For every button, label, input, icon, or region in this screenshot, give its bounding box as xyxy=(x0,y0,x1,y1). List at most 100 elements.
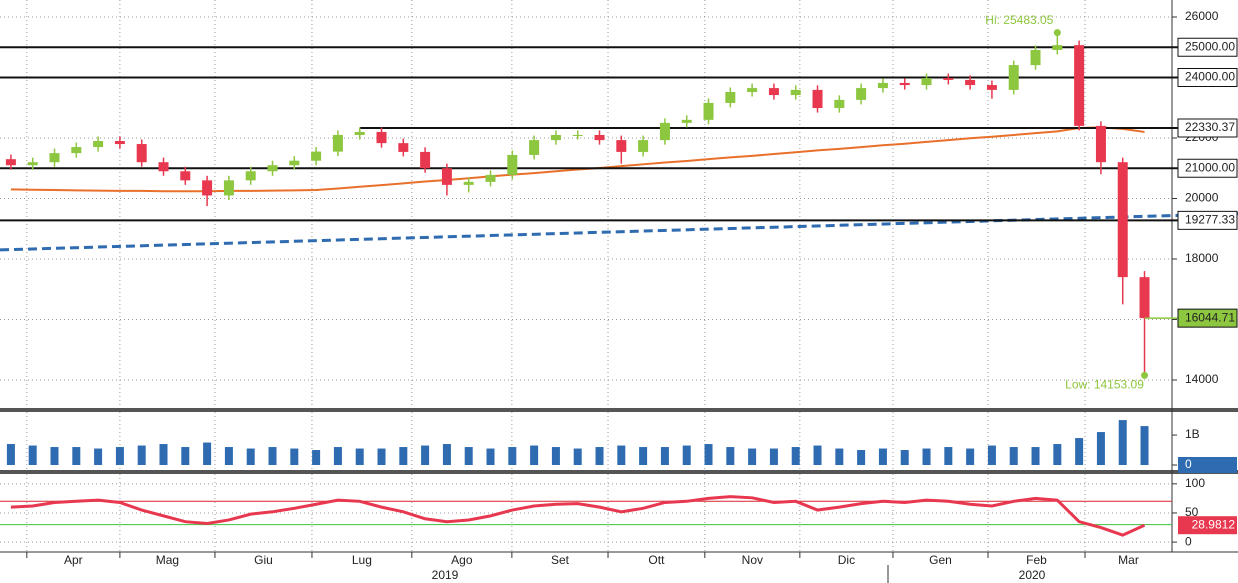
volume-bar xyxy=(966,448,975,465)
candle-body xyxy=(681,119,692,123)
year-label: 2020 xyxy=(1019,568,1046,582)
candle-body xyxy=(507,154,518,175)
volume-bar xyxy=(857,450,866,465)
candle-body xyxy=(71,147,82,154)
x-tick-label: Giu xyxy=(254,553,273,567)
candle-body xyxy=(376,131,387,144)
volume-bar xyxy=(1118,420,1127,465)
candle-body xyxy=(441,168,452,185)
volume-bar xyxy=(486,448,495,465)
y-tick-label: 18000 xyxy=(1185,251,1219,265)
volume-bar xyxy=(355,448,364,465)
candle-body xyxy=(834,99,845,109)
candle-body xyxy=(354,131,365,135)
candle-body xyxy=(965,79,976,86)
candle-body xyxy=(180,171,191,181)
candle-body xyxy=(420,151,431,169)
volume-bar xyxy=(1009,447,1018,465)
panel-divider xyxy=(0,470,1238,474)
volume-bar xyxy=(748,448,757,465)
volume-bar xyxy=(464,447,473,465)
x-tick-label: Nov xyxy=(742,553,763,567)
volume-bar xyxy=(246,448,255,465)
candle-body xyxy=(5,159,16,166)
level-label-box xyxy=(1177,118,1238,138)
volume-bar xyxy=(682,445,691,465)
volume-bar xyxy=(1096,432,1105,465)
volume-bar xyxy=(224,447,233,465)
candle-body xyxy=(158,162,169,172)
volume-bar xyxy=(115,447,124,465)
candle-body xyxy=(572,134,583,136)
candle-body xyxy=(136,144,147,163)
level-label-box xyxy=(1177,158,1238,178)
rsi-last-box xyxy=(1178,516,1237,535)
candle-body xyxy=(1074,45,1085,126)
candle-body xyxy=(616,140,627,152)
volume-bar xyxy=(573,448,582,465)
volume-bar xyxy=(551,447,560,465)
volume-bar xyxy=(595,447,604,465)
candle-body xyxy=(202,180,213,196)
volume-bar xyxy=(922,448,931,465)
volume-bar xyxy=(290,448,299,465)
volume-bar xyxy=(878,448,887,465)
annotation: Hi: 25483.05 xyxy=(985,13,1053,27)
year-label: 2019 xyxy=(432,568,459,582)
volume-bar xyxy=(530,445,539,465)
candle-body xyxy=(899,82,910,86)
candle-body xyxy=(856,88,867,100)
x-tick-label: Gen xyxy=(929,553,952,567)
candle-body xyxy=(986,85,997,90)
candle-body xyxy=(529,140,540,155)
candle-body xyxy=(1117,162,1128,278)
volume-bar xyxy=(987,445,996,465)
x-tick-label: Lug xyxy=(352,553,372,567)
candle-body xyxy=(812,89,823,109)
panel-divider xyxy=(0,408,1238,412)
x-tick-label: Mag xyxy=(156,553,179,567)
x-tick-label: Ott xyxy=(648,553,665,567)
candle-body xyxy=(638,140,649,152)
volume-bar xyxy=(944,447,953,465)
x-tick-label: Set xyxy=(551,553,570,567)
rsi-last-label: 28.9812 xyxy=(1192,517,1236,531)
candle-body xyxy=(27,162,38,166)
volume-bar xyxy=(50,447,59,465)
volume-bar xyxy=(769,448,778,465)
volume-bar xyxy=(421,445,430,465)
candle-body xyxy=(790,89,801,96)
candle-body xyxy=(332,134,343,152)
x-tick-label: Feb xyxy=(1026,553,1047,567)
high-marker xyxy=(1053,29,1061,37)
volume-bar xyxy=(1031,447,1040,465)
volume-bar xyxy=(508,447,517,465)
y-tick-label: 1B xyxy=(1185,427,1200,441)
last-price-label: 16044.71 xyxy=(1185,310,1235,324)
x-tick-label: Ago xyxy=(451,553,473,567)
candle-body xyxy=(943,78,954,80)
level-label: 19277.33 xyxy=(1185,213,1235,227)
volume-bar xyxy=(813,445,822,465)
volume-bar xyxy=(900,450,909,465)
candle-body xyxy=(289,160,300,166)
level-label: 22330.37 xyxy=(1185,120,1235,134)
volume-bar xyxy=(726,447,735,465)
candle-body xyxy=(768,88,779,96)
trend-line xyxy=(0,212,1238,252)
candle-body xyxy=(398,143,409,152)
volume-bar xyxy=(312,450,321,465)
volume-bar xyxy=(1053,444,1062,465)
candle-body xyxy=(311,151,322,161)
candle-body xyxy=(594,134,605,141)
volume-bar xyxy=(181,447,190,465)
volume-bar xyxy=(660,447,669,465)
candle-body xyxy=(659,122,670,141)
candle-body xyxy=(485,174,496,182)
volume-bar xyxy=(203,442,212,465)
level-label-box xyxy=(1177,37,1238,57)
candle-body xyxy=(1030,49,1041,66)
y-tick-label: 26000 xyxy=(1185,9,1219,23)
level-label-box xyxy=(1177,210,1238,230)
